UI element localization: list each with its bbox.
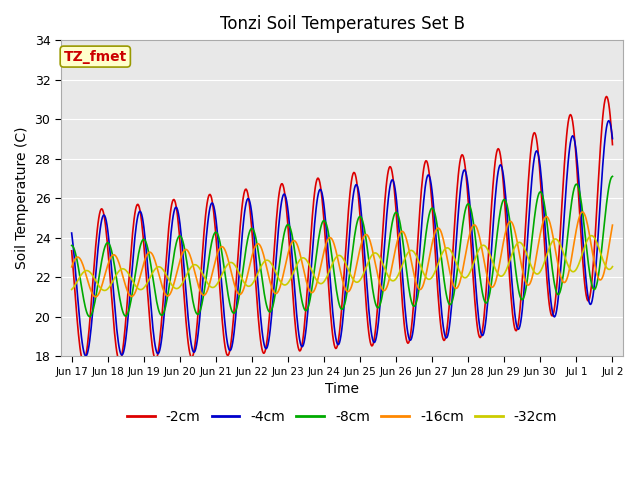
-16cm <box>408 264 416 270</box>
-32cm <box>101 288 109 293</box>
-16cm <box>218 244 225 250</box>
-4cm <box>68 230 76 236</box>
-8cm <box>68 242 76 248</box>
-2cm <box>218 307 225 312</box>
-2cm <box>424 164 432 169</box>
-8cm <box>424 216 432 222</box>
-4cm <box>218 278 225 284</box>
X-axis label: Time: Time <box>325 382 359 396</box>
-8cm <box>218 247 225 252</box>
-16cm <box>68 264 76 270</box>
-2cm <box>68 248 76 254</box>
-32cm <box>189 263 196 268</box>
-2cm <box>134 202 141 207</box>
-2cm <box>408 315 416 321</box>
-16cm <box>424 261 432 267</box>
-8cm <box>408 301 416 307</box>
-32cm <box>408 248 416 253</box>
Line: -16cm: -16cm <box>72 212 612 297</box>
-16cm <box>579 209 586 215</box>
-2cm <box>77 354 85 360</box>
-32cm <box>218 273 225 279</box>
-8cm <box>189 298 196 303</box>
-4cm <box>408 332 416 337</box>
-32cm <box>134 286 141 291</box>
-4cm <box>189 348 196 354</box>
-4cm <box>424 172 432 178</box>
-32cm <box>424 276 432 282</box>
-32cm <box>588 233 595 239</box>
Line: -2cm: -2cm <box>72 96 612 362</box>
-8cm <box>609 173 616 179</box>
-32cm <box>68 287 76 292</box>
-32cm <box>609 264 616 269</box>
Line: -4cm: -4cm <box>72 120 612 356</box>
-32cm <box>77 272 85 277</box>
-16cm <box>189 262 196 267</box>
Line: -32cm: -32cm <box>72 236 612 290</box>
-16cm <box>77 258 85 264</box>
Line: -8cm: -8cm <box>72 176 612 317</box>
-4cm <box>82 353 90 359</box>
-4cm <box>609 136 616 142</box>
-4cm <box>605 118 612 123</box>
-4cm <box>77 334 85 340</box>
Y-axis label: Soil Temperature (C): Soil Temperature (C) <box>15 127 29 269</box>
Title: Tonzi Soil Temperatures Set B: Tonzi Soil Temperatures Set B <box>220 15 465 33</box>
-16cm <box>609 222 616 228</box>
-8cm <box>77 283 85 289</box>
-16cm <box>92 294 100 300</box>
-2cm <box>603 94 611 99</box>
Legend: -2cm, -4cm, -8cm, -16cm, -32cm: -2cm, -4cm, -8cm, -16cm, -32cm <box>121 404 563 429</box>
-16cm <box>134 282 141 288</box>
-8cm <box>86 314 93 320</box>
-2cm <box>80 359 88 365</box>
-8cm <box>134 255 141 261</box>
-4cm <box>134 213 141 219</box>
Text: TZ_fmet: TZ_fmet <box>63 49 127 63</box>
-2cm <box>609 142 616 147</box>
-2cm <box>189 353 196 359</box>
